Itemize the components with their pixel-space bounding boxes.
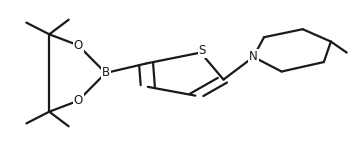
- Text: S: S: [199, 44, 206, 57]
- Text: O: O: [74, 94, 83, 107]
- Text: N: N: [249, 50, 258, 64]
- Text: B: B: [101, 66, 110, 80]
- Text: O: O: [74, 39, 83, 52]
